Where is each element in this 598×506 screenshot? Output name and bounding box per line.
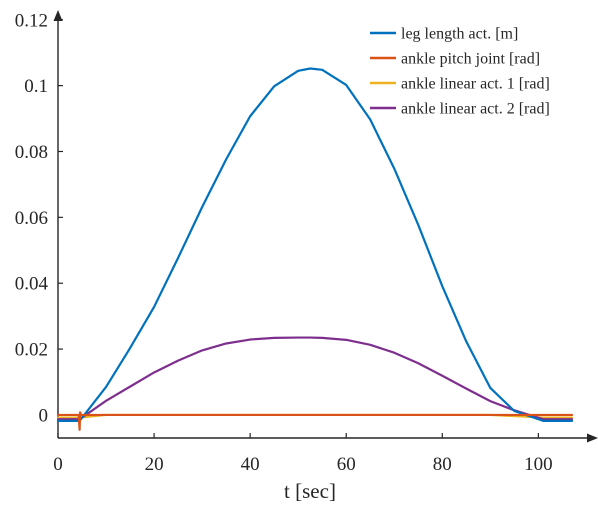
legend-label: leg length act. [m] [401,26,518,43]
y-tick-label: 0.04 [15,274,49,295]
x-tick-label: 100 [524,454,553,475]
series-lines [56,67,574,431]
series-line-4 [56,336,574,421]
legend: leg length act. [m] ankle pitch joint [ra… [370,26,550,118]
y-tick-labels: 0 0.02 0.04 0.06 0.08 0.1 0.12 [15,10,63,426]
x-tick-labels: 0 20 40 60 80 100 [53,433,553,475]
x-axis-arrowhead [587,433,598,443]
x-tick-label: 60 [337,454,356,475]
y-tick-label: 0.1 [24,76,48,97]
y-tick-label: 0.06 [15,208,48,229]
x-axis: 0 20 40 60 80 100 t [sec] [53,433,598,503]
series-line-1 [56,67,574,422]
y-tick-label: 0.08 [15,142,48,163]
x-tick-label: 40 [241,454,260,475]
x-axis-label: t [sec] [284,479,336,503]
legend-label: ankle linear act. 1 [rad] [401,76,550,93]
x-tick-label: 20 [145,454,164,475]
x-tick-label: 0 [53,454,63,475]
y-tick-label: 0.02 [15,340,48,361]
legend-label: ankle pitch joint [rad] [401,51,540,68]
y-axis-arrowhead [53,10,63,21]
series-line-2 [56,411,574,431]
y-axis: 0 0.02 0.04 0.06 0.08 0.1 0.12 [15,10,63,438]
y-tick-label: 0 [39,405,49,426]
legend-label: ankle linear act. 2 [rad] [401,101,550,118]
x-tick-label: 80 [433,454,452,475]
y-tick-label: 0.12 [15,10,48,31]
